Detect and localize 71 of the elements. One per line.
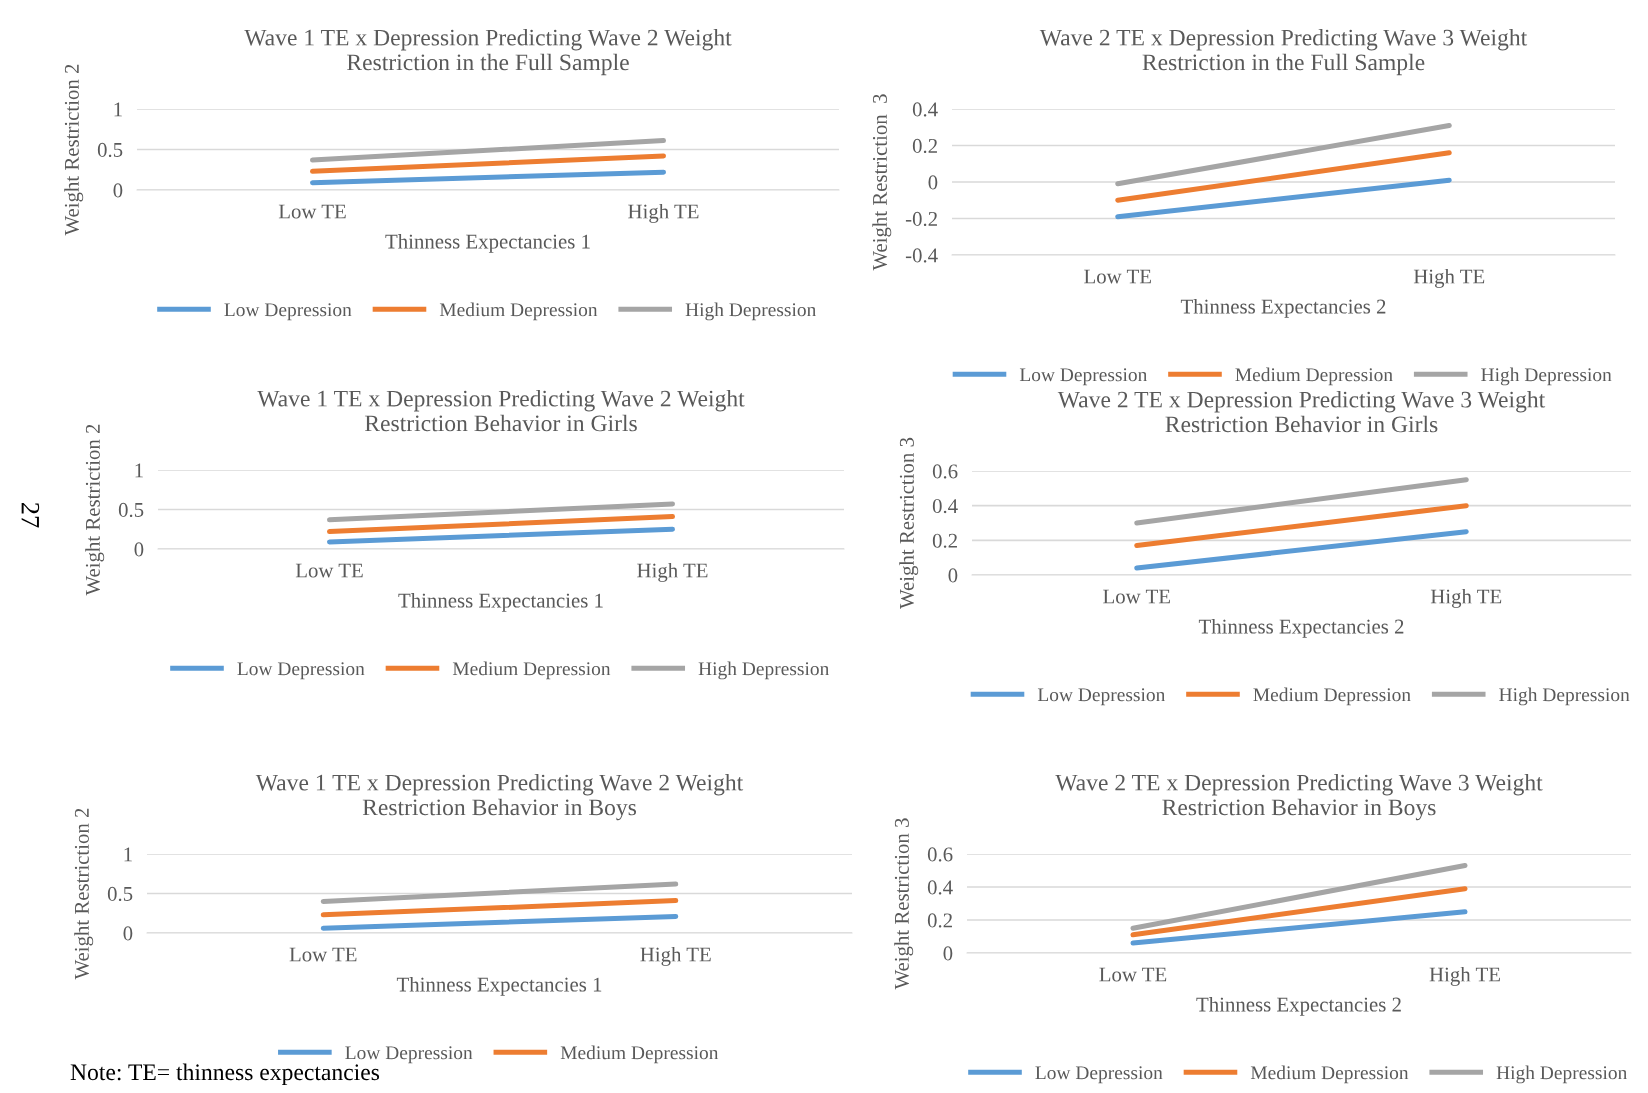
text: Note: TE= thinness expectancies xyxy=(70,1063,380,1085)
x-tick-label: Low TE xyxy=(1084,269,1151,284)
y-tick-label: 0.6 xyxy=(927,847,953,862)
legend-label: Medium Depression xyxy=(439,302,598,321)
y-tick-label: 0 xyxy=(948,568,958,583)
y-tick-label: 0.2 xyxy=(912,138,937,154)
x-tick-label: Low TE xyxy=(289,947,357,962)
y-axis-title: Weight Restriction 2 xyxy=(74,808,94,980)
chart-title: Wave 2 TE x Depression Predicting Wave 3 Weight Restriction Behavior in Girls xyxy=(1057,390,1546,433)
x-axis-title: Thinness Expectancies 2 xyxy=(1180,298,1386,318)
y-tick-label: 0 xyxy=(113,183,123,198)
y-tick-label: 0 xyxy=(134,542,144,557)
y-tick-label: 0 xyxy=(928,175,938,190)
x-tick-label: High TE xyxy=(1413,268,1485,288)
x-tick-label: High TE xyxy=(628,203,699,223)
legend-label: Low Depression xyxy=(1035,1066,1163,1084)
legend-label: Medium Depression xyxy=(452,661,611,680)
y-tick-label: -0.4 xyxy=(905,248,938,263)
legend-label: Low Depression xyxy=(345,1046,473,1064)
chart-title: Wave 1 TE x Depression Predicting Wave 2 Weight Restriction in the Full Sample xyxy=(244,28,732,76)
y-tick-label: 0.5 xyxy=(107,886,133,902)
x-tick-label: Low TE xyxy=(1099,967,1167,982)
y-tick-label: 0.5 xyxy=(118,502,144,518)
text: 27 xyxy=(21,502,40,528)
x-tick-label: High TE xyxy=(640,946,711,966)
x-axis-title: Thinness Expectancies 2 xyxy=(1198,618,1404,638)
y-axis-title: Weight Restriction 3 xyxy=(872,94,892,271)
legend-label: Low Depression xyxy=(1037,688,1166,706)
x-tick-label: Low TE xyxy=(1103,589,1170,604)
y-tick-label: 0.5 xyxy=(97,142,123,158)
y-tick-label: -0.2 xyxy=(905,211,937,227)
legend-label: Low Depression xyxy=(237,662,365,680)
legend-label: High Depression xyxy=(1496,1065,1628,1084)
x-axis-title: Thinness Expectancies 1 xyxy=(396,976,602,996)
y-tick-label: 0.4 xyxy=(932,499,958,514)
y-tick-label: 0.4 xyxy=(912,102,938,117)
chart-title: Wave 1 TE x Depression Predicting Wave 2 Weight Restriction Behavior in Girls xyxy=(257,389,745,432)
y-axis-title: Weight Restriction 2 xyxy=(85,424,105,596)
y-tick-label: 0.4 xyxy=(927,880,953,895)
y-tick-label: 0.2 xyxy=(927,913,952,928)
legend-label: Medium Depression xyxy=(1253,687,1411,706)
chart-title: Wave 2 TE x Depression Predicting Wave 3 Weight Restriction Behavior in Boys xyxy=(1055,773,1543,821)
x-tick-label: Low TE xyxy=(278,204,346,219)
legend-label: Medium Depression xyxy=(1235,367,1393,386)
x-tick-label: High TE xyxy=(637,562,708,582)
legend-label: Medium Depression xyxy=(1250,1065,1409,1084)
y-tick-label: 0.6 xyxy=(932,464,958,479)
y-tick-label: 0 xyxy=(943,946,953,961)
x-axis-title: Thinness Expectancies 2 xyxy=(1196,996,1401,1016)
y-axis-title: Weight Restriction 3 xyxy=(894,818,914,990)
x-axis-title: Thinness Expectancies 1 xyxy=(385,233,590,253)
y-tick-label: 1 xyxy=(135,463,143,478)
y-tick-label: 1 xyxy=(114,102,122,117)
x-tick-label: High TE xyxy=(1429,966,1500,986)
x-tick-label: High TE xyxy=(1430,588,1502,608)
legend-label: High Depression xyxy=(698,661,830,680)
legend-label: Low Depression xyxy=(1019,368,1148,386)
chart-title: Wave 2 TE x Depression Predicting Wave 3 Weight Restriction in the Full Sample xyxy=(1039,28,1528,76)
x-tick-label: Low TE xyxy=(295,563,363,578)
legend-label: High Depression xyxy=(1481,367,1612,386)
y-axis-title: Weight Restriction 3 xyxy=(899,437,919,609)
y-tick-label: 0 xyxy=(123,926,133,941)
y-tick-label: 1 xyxy=(124,847,132,862)
legend-label: High Depression xyxy=(1499,687,1630,706)
legend-label: High Depression xyxy=(685,302,817,321)
y-axis-title: Weight Restriction 2 xyxy=(64,64,84,236)
y-tick-label: 0.2 xyxy=(932,533,957,548)
legend-label: Medium Depression xyxy=(560,1045,719,1064)
chart-title: Wave 1 TE x Depression Predicting Wave 2 Weight Restriction Behavior in Boys xyxy=(255,773,744,821)
legend-label: Low Depression xyxy=(224,303,352,321)
x-axis-title: Thinness Expectancies 1 xyxy=(398,592,603,612)
